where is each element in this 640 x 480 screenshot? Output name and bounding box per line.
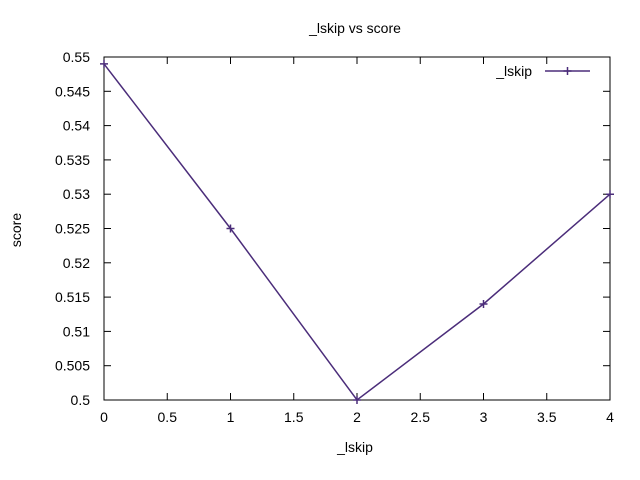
x-tick-label: 2 [353, 409, 361, 425]
data-point-marker [479, 299, 488, 308]
legend-marker [563, 67, 572, 75]
x-tick-label: 4 [606, 409, 614, 425]
x-tick-label: 1 [227, 409, 235, 425]
y-tick-label: 0.52 [63, 255, 90, 271]
y-tick-label: 0.54 [63, 118, 90, 134]
series-line [103, 63, 611, 402]
y-tick-label: 0.53 [63, 186, 90, 202]
x-axis: 0 0.5 1 1.5 2 2.5 3 3.5 4 [100, 57, 614, 425]
y-axis: 0.5 0.505 0.51 0.515 0.52 0.525 0.53 0.535 0.54 0… [55, 49, 610, 408]
plot-frame [103, 56, 611, 401]
data-point-marker [606, 190, 614, 199]
legend-label: _lskip [495, 63, 532, 79]
x-tick-label: 0 [100, 409, 108, 425]
chart-title: _lskip vs score [308, 20, 401, 36]
y-tick-label: 0.535 [55, 152, 90, 168]
legend: _lskip [495, 63, 590, 79]
x-tick-label: 3.5 [537, 409, 557, 425]
y-axis-label: score [8, 213, 24, 247]
data-point-marker [226, 224, 235, 233]
y-tick-label: 0.51 [63, 323, 90, 339]
x-tick-label: 3 [480, 409, 488, 425]
x-tick-label: 0.5 [158, 409, 178, 425]
y-tick-label: 0.5 [71, 392, 91, 408]
x-tick-label: 2.5 [411, 409, 431, 425]
x-axis-label: _lskip [336, 439, 373, 455]
data-point-marker [100, 59, 108, 68]
y-tick-label: 0.505 [55, 358, 90, 374]
data-point-marker [353, 396, 361, 404]
y-tick-label: 0.55 [63, 49, 90, 65]
series-layer [100, 59, 614, 404]
y-tick-label: 0.525 [55, 221, 90, 237]
y-tick-label: 0.545 [55, 83, 90, 99]
x-tick-label: 1.5 [284, 409, 304, 425]
y-tick-label: 0.515 [55, 289, 90, 305]
